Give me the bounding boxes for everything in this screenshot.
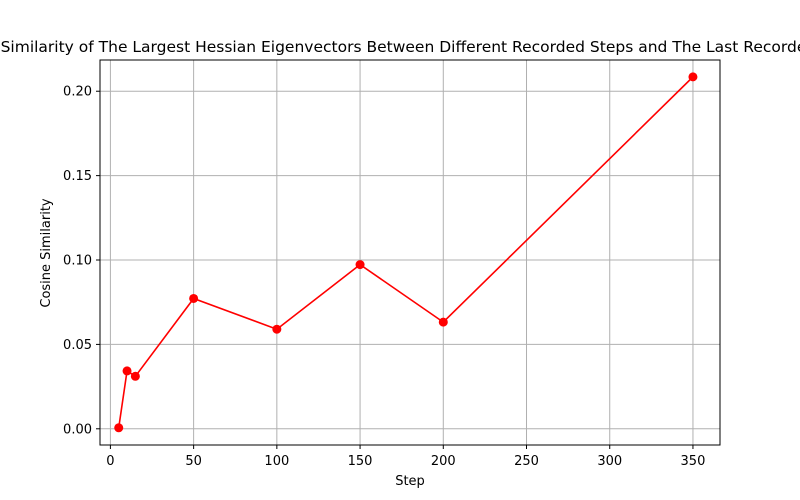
x-tick-label: 0 bbox=[106, 454, 114, 469]
y-tick-label: 0.20 bbox=[63, 85, 92, 100]
data-point bbox=[272, 324, 282, 334]
x-axis: 0 50 100 150 200 250 300 350 bbox=[106, 445, 705, 469]
chart-title: Cosine Similarity of The Largest Hessian… bbox=[0, 38, 800, 56]
data-point bbox=[114, 423, 124, 433]
y-axis-label: Cosine Similarity bbox=[39, 198, 54, 308]
x-tick-label: 300 bbox=[597, 454, 622, 469]
y-tick-label: 0.15 bbox=[63, 169, 92, 184]
x-tick-label: 350 bbox=[681, 454, 706, 469]
data-point bbox=[438, 317, 448, 327]
x-tick-label: 150 bbox=[348, 454, 373, 469]
x-tick-label: 200 bbox=[431, 454, 456, 469]
data-point bbox=[355, 260, 365, 270]
y-tick-label: 0.05 bbox=[63, 338, 92, 353]
data-point bbox=[122, 366, 132, 376]
grid bbox=[100, 60, 720, 445]
x-tick-label: 100 bbox=[264, 454, 289, 469]
data-point bbox=[189, 293, 199, 303]
x-tick-label: 50 bbox=[185, 454, 202, 469]
y-axis: 0.00 0.05 0.10 0.15 0.20 bbox=[63, 85, 100, 437]
y-tick-label: 0.10 bbox=[63, 254, 92, 269]
plot-frame bbox=[99, 59, 721, 446]
series-line bbox=[117, 76, 694, 428]
x-axis-label: Step bbox=[395, 474, 425, 489]
x-tick-label: 250 bbox=[514, 454, 539, 469]
data-point bbox=[688, 72, 698, 82]
y-tick-label: 0.00 bbox=[63, 422, 92, 437]
series-layer bbox=[114, 72, 698, 433]
data-point bbox=[130, 371, 140, 381]
